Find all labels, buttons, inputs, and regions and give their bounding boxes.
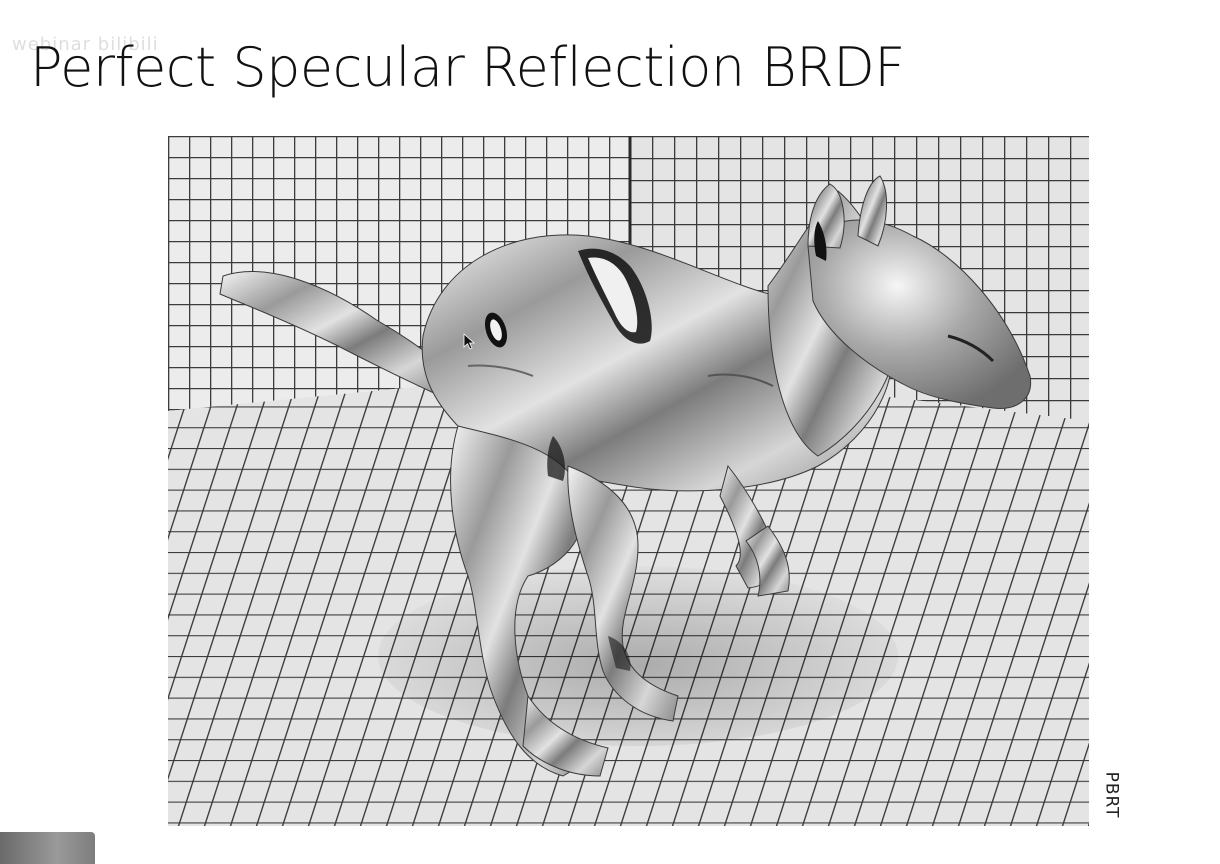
image-credit: PBRT — [1096, 765, 1126, 825]
video-watermark: webinar bilibili — [8, 4, 308, 58]
credit-label: PBRT — [1101, 771, 1121, 819]
kangaroo-render — [168, 136, 1089, 826]
chrome-kangaroo — [219, 175, 1032, 777]
slide-title: Perfect Specular Reflection BRDF — [30, 36, 905, 99]
arrow-cursor-icon — [463, 333, 476, 350]
watermark-text: webinar bilibili — [12, 34, 159, 55]
rendered-figure — [168, 136, 1089, 826]
presenter-thumbnail[interactable] — [0, 832, 95, 864]
reflection-highlights — [467, 221, 995, 671]
